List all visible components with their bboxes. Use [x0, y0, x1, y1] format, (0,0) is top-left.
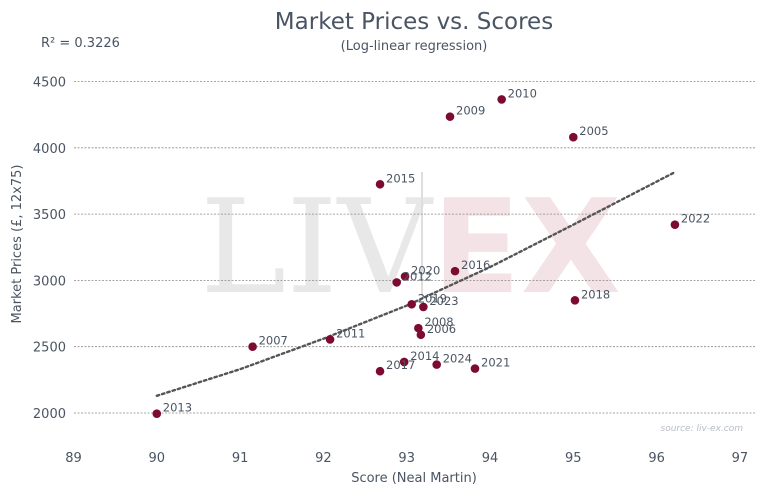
x-tick-90: 90 — [149, 451, 166, 466]
point-2021 — [470, 364, 480, 373]
point-label-2023: 2023 — [429, 294, 458, 308]
point-2015 — [375, 179, 385, 189]
x-tick-96: 96 — [648, 451, 665, 466]
point-label-2016: 2016 — [461, 258, 490, 272]
point-label-2013: 2013 — [163, 401, 192, 415]
point-label-2017: 2017 — [386, 358, 415, 372]
x-tick-95: 95 — [565, 451, 582, 466]
point-label-2015: 2015 — [386, 171, 415, 185]
point-2009 — [445, 112, 455, 121]
x-tick-92: 92 — [315, 451, 332, 466]
x-tick-94: 94 — [482, 451, 499, 466]
x-axis-label: Score (Neal Martin) — [351, 471, 477, 486]
y-tick-3500: 3500 — [33, 208, 66, 223]
point-label-2012: 2012 — [403, 269, 432, 283]
point-label-2011: 2011 — [336, 326, 365, 340]
point-2018 — [570, 295, 580, 305]
point-2011 — [325, 335, 335, 344]
r-squared-annotation: R² = 0.3226 — [41, 36, 120, 51]
point-2023 — [419, 302, 428, 312]
point-2006 — [416, 330, 426, 340]
watermark: LIV EX — [200, 171, 621, 323]
x-tick-91: 91 — [232, 451, 249, 466]
trendline — [155, 171, 675, 397]
source-note: source: liv-ex.com — [661, 424, 744, 434]
trendline-group — [155, 171, 675, 397]
y-tick-2000: 2000 — [33, 407, 66, 422]
point-label-2008: 2008 — [424, 315, 453, 329]
grid-lines — [74, 81, 755, 414]
point-2016 — [450, 266, 460, 276]
x-tick-93: 93 — [398, 451, 415, 466]
point-2019 — [407, 299, 416, 309]
point-2008 — [414, 323, 423, 333]
x-tick-97: 97 — [732, 451, 749, 466]
y-tick-4000: 4000 — [33, 142, 66, 157]
watermark-liv: LIV — [200, 171, 434, 323]
point-label-2010: 2010 — [508, 86, 537, 100]
point-2017 — [375, 366, 385, 376]
y-axis-label: Market Prices (£, 12x75) — [10, 165, 25, 324]
point-2014 — [399, 357, 409, 367]
point-2020 — [400, 272, 410, 281]
watermark-ex: EX — [432, 171, 621, 323]
point-label-2020: 2020 — [411, 263, 440, 277]
point-2012 — [392, 278, 402, 287]
point-label-2014: 2014 — [410, 349, 439, 363]
chart-subtitle: (Log-linear regression) — [341, 39, 488, 54]
point-2007 — [248, 342, 257, 352]
y-tick-4500: 4500 — [33, 76, 66, 91]
y-tick-3000: 3000 — [33, 274, 66, 289]
point-label-2007: 2007 — [259, 334, 288, 348]
point-label-2024: 2024 — [443, 352, 472, 366]
chart-title: Market Prices vs. Scores — [275, 9, 553, 35]
point-label-2021: 2021 — [481, 356, 510, 370]
point-2022 — [670, 220, 680, 230]
x-axis-ticks: 89 90 91 92 93 94 95 96 97 — [65, 451, 748, 466]
point-label-2019: 2019 — [418, 291, 447, 305]
point-2013 — [152, 409, 162, 418]
point-2024 — [432, 360, 441, 369]
point-2005 — [569, 132, 578, 142]
point-label-2018: 2018 — [581, 287, 610, 301]
point-label-2022: 2022 — [681, 212, 710, 226]
point-label-2009: 2009 — [456, 104, 485, 118]
x-tick-89: 89 — [65, 451, 82, 466]
y-tick-2500: 2500 — [33, 341, 66, 356]
point-2010 — [497, 95, 506, 104]
data-points — [152, 95, 680, 418]
y-axis-ticks: 2000 2500 3000 3500 4000 4500 — [33, 76, 66, 423]
point-label-2006: 2006 — [427, 322, 456, 336]
point-label-2005: 2005 — [579, 124, 608, 138]
